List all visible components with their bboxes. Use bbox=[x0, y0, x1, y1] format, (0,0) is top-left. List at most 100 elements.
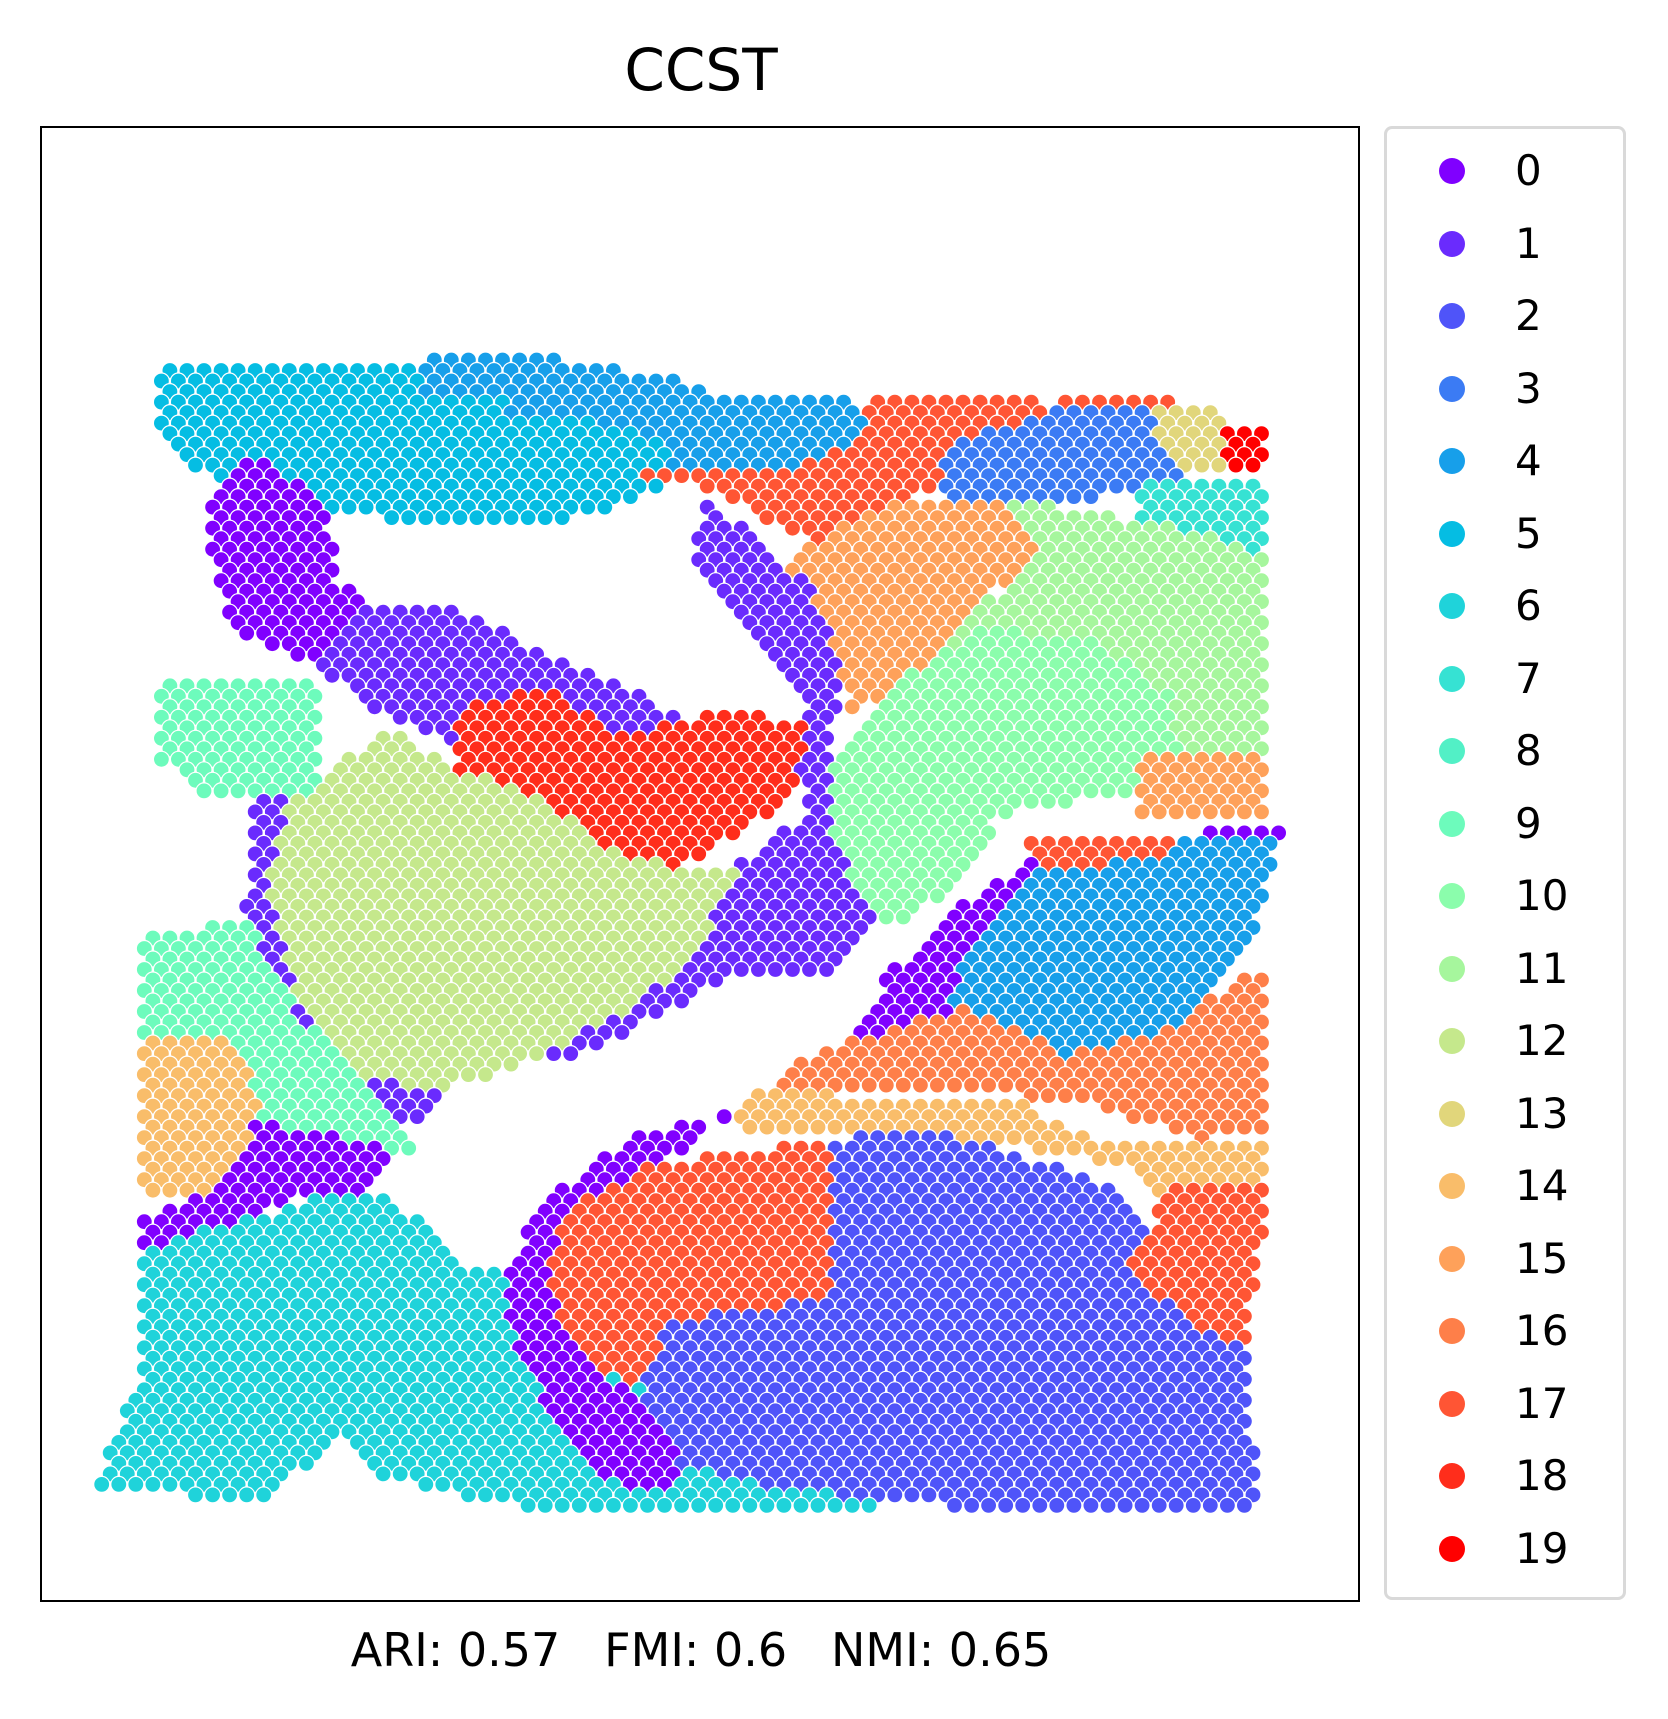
spot-cluster-1 bbox=[749, 960, 768, 979]
spot-cluster-9 bbox=[152, 750, 171, 768]
spot-cluster-10 bbox=[1099, 782, 1117, 800]
spot-cluster-19 bbox=[1227, 456, 1245, 474]
spot-cluster-10 bbox=[877, 908, 895, 926]
spot-cluster-16 bbox=[1141, 1107, 1160, 1126]
spot-cluster-5 bbox=[357, 498, 375, 516]
spot-cluster-14 bbox=[775, 1118, 793, 1136]
spot-cluster-5 bbox=[647, 477, 665, 495]
spot-cluster-17 bbox=[672, 467, 691, 485]
spot-cluster-16 bbox=[1039, 1086, 1057, 1105]
spot-cluster-12 bbox=[459, 1065, 477, 1084]
spot-cluster-12 bbox=[476, 1065, 495, 1084]
spot-cluster-16 bbox=[1252, 1118, 1271, 1136]
spot-cluster-17 bbox=[758, 509, 776, 527]
spot-cluster-5 bbox=[400, 509, 418, 527]
spot-cluster-18 bbox=[690, 845, 708, 863]
spot-cluster-9 bbox=[229, 782, 247, 800]
spot-cluster-16 bbox=[1056, 1086, 1075, 1105]
spot-cluster-16 bbox=[1167, 1118, 1185, 1136]
spot-cluster-15 bbox=[1235, 803, 1254, 821]
spot-cluster-16 bbox=[997, 1076, 1015, 1094]
spot-cluster-14 bbox=[809, 1118, 827, 1136]
spot-cluster-1 bbox=[672, 992, 691, 1010]
spot-cluster-17 bbox=[724, 488, 742, 506]
spot-cluster-18 bbox=[758, 803, 776, 821]
spot-cluster-12 bbox=[502, 1055, 520, 1073]
spot-cluster-17 bbox=[783, 519, 802, 537]
spot-cluster-16 bbox=[1099, 1097, 1117, 1115]
spot-cluster-1 bbox=[817, 960, 836, 979]
spot-cluster-16 bbox=[877, 1076, 895, 1094]
chart-title: CCST bbox=[624, 36, 778, 104]
spot-cluster-1 bbox=[613, 1023, 631, 1042]
spot-cluster-1 bbox=[647, 1002, 665, 1021]
spot-cluster-14 bbox=[741, 1118, 759, 1136]
spot-cluster-15 bbox=[1150, 803, 1168, 821]
spot-cluster-1 bbox=[408, 1107, 426, 1126]
spot-cluster-5 bbox=[621, 488, 640, 506]
spot-cluster-15 bbox=[1184, 803, 1202, 821]
spot-cluster-16 bbox=[894, 1076, 912, 1094]
spot-cluster-5 bbox=[485, 509, 503, 527]
spot-cluster-16 bbox=[1235, 1118, 1254, 1136]
spot-cluster-5 bbox=[417, 509, 435, 527]
spot-cluster-5 bbox=[579, 498, 597, 516]
spot-cluster-18 bbox=[724, 824, 742, 842]
spot-cluster-14 bbox=[758, 1118, 776, 1136]
spot-cluster-14 bbox=[1090, 1149, 1109, 1168]
spot-cluster-5 bbox=[340, 498, 358, 516]
spot-cluster-5 bbox=[502, 509, 520, 527]
spot-cluster-16 bbox=[860, 1076, 878, 1094]
spot-cluster-15 bbox=[843, 698, 861, 716]
spot-cluster-16 bbox=[843, 1076, 861, 1094]
spot-cluster-13 bbox=[1210, 456, 1228, 474]
spot-cluster-14 bbox=[1005, 1128, 1023, 1147]
spot-cluster-9 bbox=[400, 1139, 418, 1157]
spot-cluster-10 bbox=[1116, 782, 1134, 800]
spot-cluster-0 bbox=[672, 1139, 691, 1157]
spot-cluster-1 bbox=[587, 1034, 605, 1052]
spot-cluster-17 bbox=[698, 477, 716, 495]
spot-cluster-14 bbox=[826, 1118, 844, 1136]
spot-cluster-16 bbox=[1218, 1118, 1237, 1136]
spot-cluster-5 bbox=[434, 509, 452, 527]
spot-cluster-5 bbox=[596, 498, 614, 516]
spot-cluster-10 bbox=[1082, 782, 1100, 800]
spot-cluster-0 bbox=[289, 645, 307, 663]
spot-cluster-15 bbox=[1133, 803, 1151, 821]
spot-cluster-10 bbox=[1039, 792, 1057, 811]
spot-cluster-14 bbox=[1065, 1139, 1083, 1157]
spot-cluster-15 bbox=[1201, 803, 1219, 821]
spot-cluster-14 bbox=[144, 1181, 162, 1199]
spot-cluster-16 bbox=[911, 1076, 930, 1094]
spot-cluster-1 bbox=[323, 666, 341, 684]
spot-cluster-5 bbox=[553, 509, 571, 527]
plot-area bbox=[40, 126, 1360, 1602]
spot-cluster-0 bbox=[263, 635, 281, 653]
spot-cluster-12 bbox=[528, 1044, 546, 1063]
spot-cluster-1 bbox=[366, 698, 384, 716]
spot-cluster-1 bbox=[391, 708, 409, 726]
spot-cluster-1 bbox=[783, 960, 802, 979]
spot-cluster-19 bbox=[1244, 456, 1262, 474]
spot-cluster-16 bbox=[1073, 1086, 1092, 1105]
spot-cluster-3 bbox=[1065, 488, 1083, 506]
spot-cluster-15 bbox=[1218, 803, 1237, 821]
spot-cluster-16 bbox=[1124, 1107, 1143, 1126]
spatial-scatter bbox=[93, 351, 1288, 1515]
spot-cluster-10 bbox=[1022, 792, 1040, 811]
spot-cluster-1 bbox=[707, 971, 725, 989]
spot-cluster-10 bbox=[894, 908, 912, 926]
spot-cluster-1 bbox=[800, 960, 819, 979]
spot-cluster-16 bbox=[962, 1076, 981, 1094]
spot-cluster-14 bbox=[1048, 1139, 1066, 1157]
spot-cluster-13 bbox=[1193, 456, 1211, 474]
spot-cluster-1 bbox=[417, 719, 435, 737]
spot-cluster-14 bbox=[161, 1181, 179, 1199]
spot-cluster-5 bbox=[451, 509, 469, 527]
spot-cluster-0 bbox=[715, 1107, 733, 1126]
spot-cluster-14 bbox=[1107, 1149, 1126, 1168]
spot-cluster-5 bbox=[519, 509, 537, 527]
spot-cluster-15 bbox=[1167, 803, 1185, 821]
spot-cluster-5 bbox=[468, 509, 486, 527]
